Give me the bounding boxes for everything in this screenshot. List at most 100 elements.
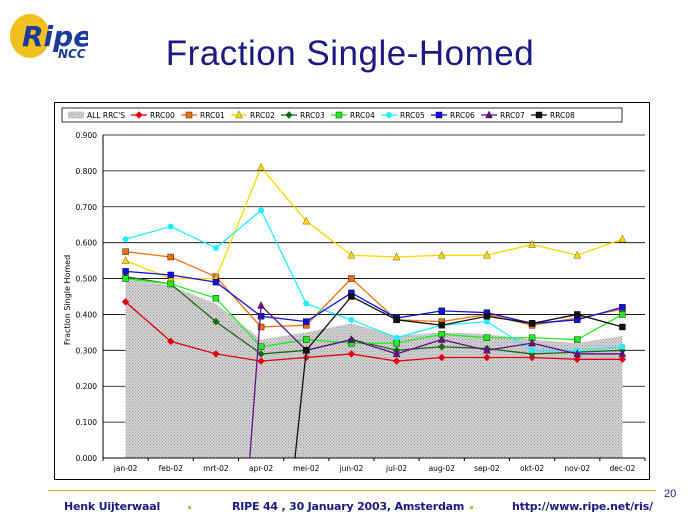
footer-separator [470, 506, 473, 509]
x-tick-label: okt-02 [520, 464, 544, 473]
logo-sun-shape [10, 14, 50, 58]
data-point-rrc00 [121, 298, 130, 306]
x-tick-label: aug-02 [429, 464, 456, 473]
legend-marker-rrc04 [335, 111, 343, 119]
footer-event: RIPE 44 , 30 January 2003, Amsterdam [232, 500, 465, 513]
x-tick-label: jan-02 [113, 464, 138, 473]
chart-legend: ALL RRC'S RRC00 RRC01 RRC02 RRC03 RRC04 RRC05 R… [61, 107, 623, 123]
data-point-rrc04 [167, 280, 174, 288]
logo-main-text: Ripe [22, 20, 88, 53]
data-point-rrc04 [122, 275, 129, 282]
y-axis-label: Fraction Single Homed [63, 255, 72, 345]
x-tick-label: feb-02 [159, 464, 183, 473]
data-point-rrc02 [483, 250, 491, 259]
y-tick-label: 0.600 [76, 239, 98, 248]
data-point-rrc02 [573, 250, 581, 259]
series-line-rrc08 [305, 295, 623, 351]
data-point-rrc04 [303, 336, 310, 343]
data-point-rrc05 [258, 207, 265, 214]
data-point-rrc04 [483, 334, 491, 341]
data-point-rrc02 [121, 256, 130, 264]
data-point-rrc08 [438, 322, 445, 329]
data-point-rrc06 [303, 318, 310, 325]
data-point-rrc00 [392, 357, 401, 365]
footer-rule [48, 490, 656, 491]
data-point-rrc08 [619, 323, 626, 331]
legend-label-rrc01: RRC01 [200, 111, 225, 120]
data-point-rrc00 [257, 357, 265, 365]
y-tick-label: 0.700 [76, 203, 98, 212]
data-point-rrc07 [528, 338, 536, 347]
x-tick-label: jun-02 [338, 464, 363, 473]
plot-area: 0.000 0.100 0.200 0.300 0.400 0.500 0.600 0.700… [76, 131, 646, 473]
x-tick-label: mrt-02 [203, 464, 229, 473]
data-point-rrc04 [257, 343, 265, 350]
data-point-rrc04 [574, 336, 581, 343]
series-line-rrc06 [125, 270, 623, 325]
data-point-rrc01 [257, 323, 265, 331]
legend-label-rrc07: RRC07 [500, 111, 525, 120]
data-point-rrc07 [438, 335, 446, 343]
y-tick-label: 0.500 [76, 275, 98, 284]
series-line-rrc01 [125, 250, 623, 328]
ripe-ncc-logo: Ripe NCC [8, 8, 92, 68]
y-tick-label: 0.200 [76, 382, 98, 391]
data-point-rrc06 [167, 271, 174, 279]
y-tick-label: 0.000 [76, 454, 98, 463]
data-point-rrc08 [528, 320, 536, 327]
x-tick-label: sep-02 [474, 464, 500, 473]
series-line-rrc08-lead [294, 350, 307, 459]
x-tick-label: jul-02 [385, 464, 407, 473]
data-point-rrc06 [438, 307, 445, 315]
legend-marker-rrc02 [235, 110, 243, 119]
legend-label-rrc06: RRC06 [450, 111, 475, 120]
data-point-rrc06 [574, 316, 581, 324]
data-point-rrc08 [348, 293, 355, 300]
data-point-rrc02 [302, 216, 310, 225]
line-chart: ALL RRC'S RRC00 RRC01 RRC02 RRC03 RRC04 RRC05 R… [54, 102, 650, 480]
data-point-rrc08 [303, 347, 310, 354]
series-line-rrc02 [125, 166, 623, 280]
series-line-rrc07-lead [249, 305, 262, 459]
series-line-rrc03 [125, 276, 623, 355]
data-point-rrc04 [393, 339, 400, 347]
data-point-rrc00 [347, 350, 356, 358]
data-point-rrc02 [392, 252, 401, 261]
footer-url[interactable]: http://www.ripe.net/ris/ [512, 500, 653, 513]
data-point-rrc06 [212, 278, 220, 286]
legend-label-rrc02: RRC02 [250, 111, 275, 120]
data-point-rrc00 [573, 355, 581, 364]
data-point-rrc00 [212, 350, 220, 358]
data-point-rrc02 [528, 240, 536, 248]
data-point-rrc07 [257, 301, 265, 309]
data-point-rrc03 [257, 350, 265, 358]
legend-marker-rrc00 [135, 111, 143, 119]
legend-marker-rrc01 [185, 111, 193, 119]
x-tick-label: mei-02 [293, 464, 319, 473]
legend-label-rrc05: RRC05 [400, 111, 425, 120]
y-tick-label: 0.400 [76, 310, 98, 319]
data-point-rrc05 [483, 318, 490, 325]
area-all-rrcs [125, 278, 623, 458]
legend-label-rrc08: RRC08 [550, 111, 575, 120]
data-point-rrc01 [348, 275, 355, 282]
x-tick-label: nov-02 [564, 464, 590, 473]
data-point-rrc06 [122, 268, 129, 275]
legend-label-all-rrc-s: ALL RRC'S [87, 111, 125, 120]
data-point-rrc08 [393, 316, 400, 324]
data-point-rrc02 [618, 234, 627, 243]
legend-label-rrc03: RRC03 [300, 111, 325, 120]
data-point-rrc02 [257, 162, 265, 171]
data-point-rrc03 [438, 343, 446, 351]
footer-separator [188, 506, 191, 509]
y-tick-label: 0.800 [76, 167, 98, 176]
data-point-rrc02 [438, 250, 446, 259]
data-point-rrc00 [618, 355, 627, 364]
data-point-rrc06 [619, 304, 626, 311]
legend-label-rrc04: RRC04 [350, 111, 375, 120]
data-point-rrc07 [618, 349, 627, 358]
page-number: 20 [664, 488, 677, 500]
series-line-rrc00 [125, 301, 623, 362]
y-tick-label: 0.300 [76, 346, 98, 355]
data-point-rrc00 [438, 353, 446, 362]
